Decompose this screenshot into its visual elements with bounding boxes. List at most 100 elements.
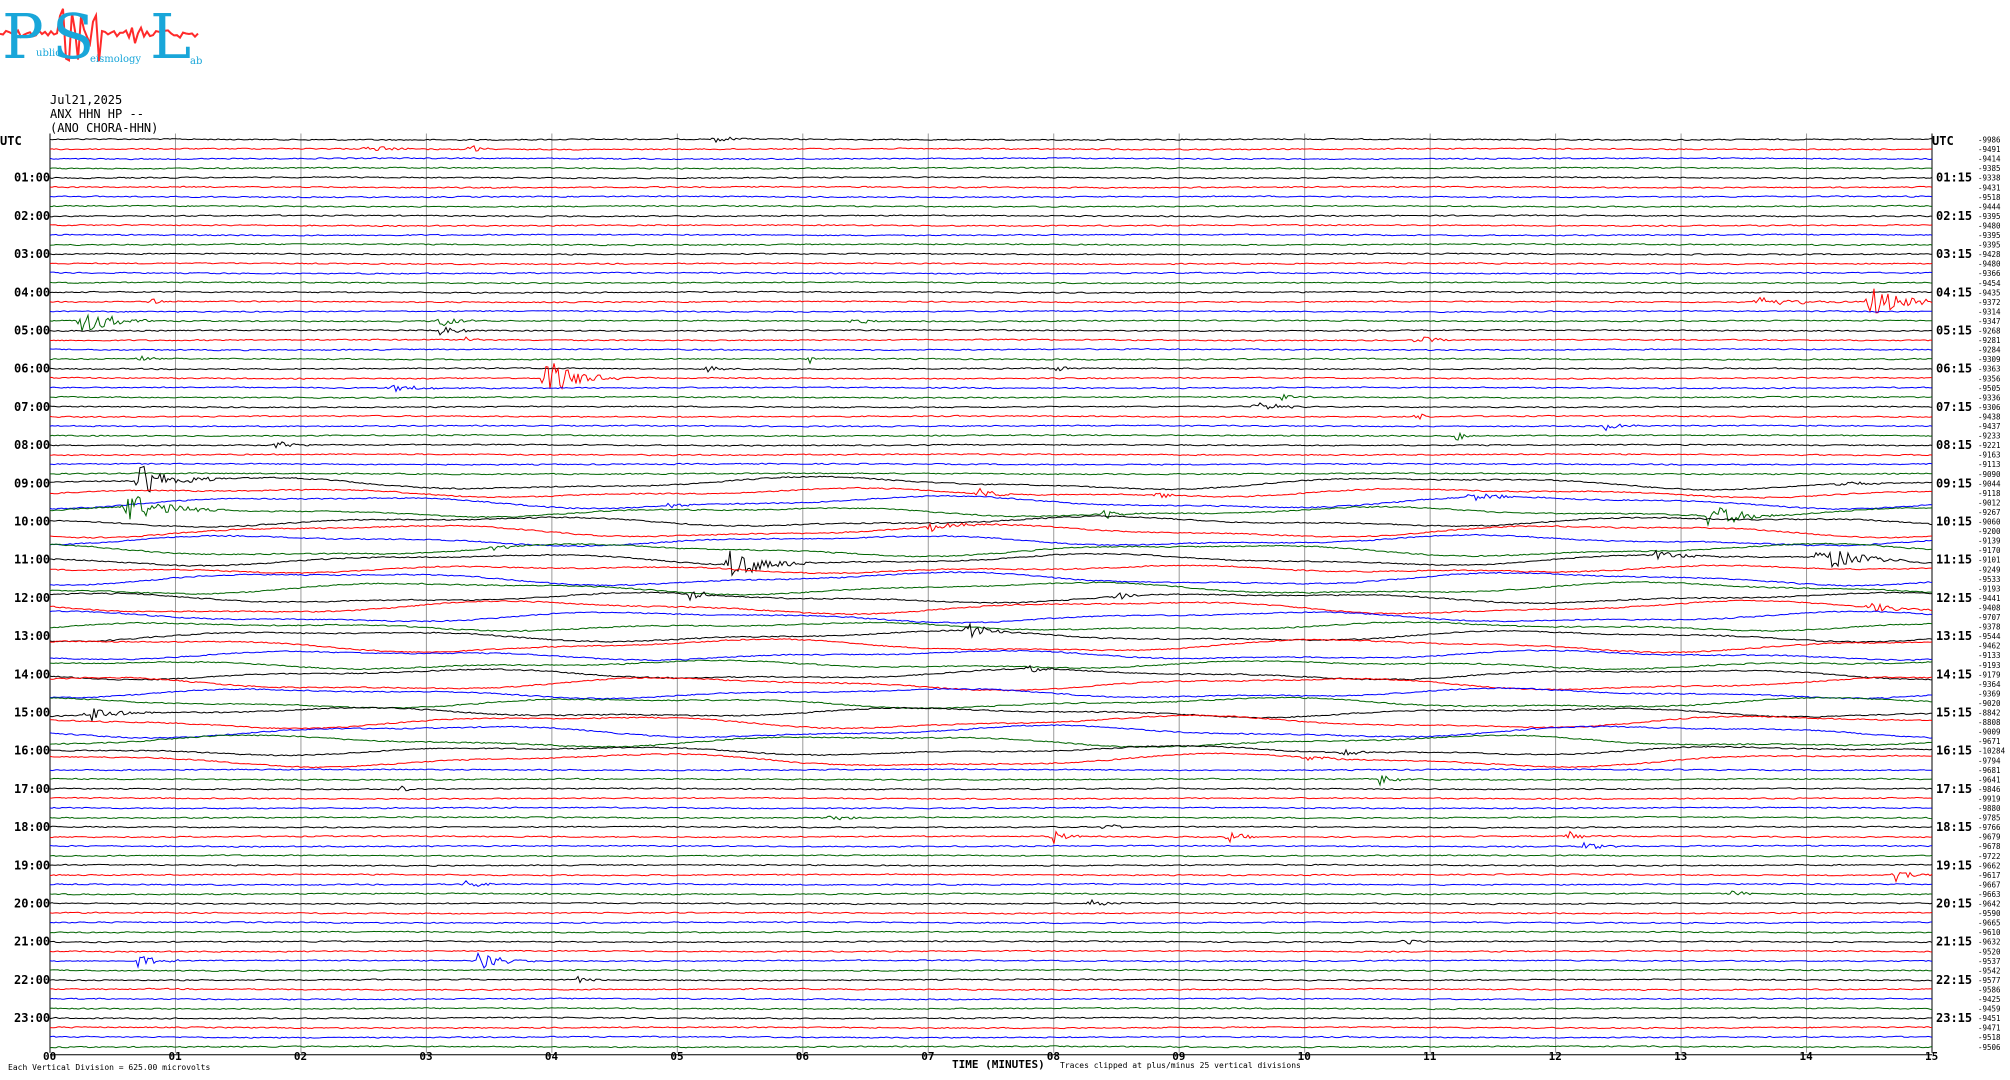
clip-note: Traces clipped at plus/minus 25 vertical… xyxy=(1060,1061,1301,1070)
line-mean-label: -9267 xyxy=(1978,508,2001,517)
hour-label-left: 06:00 xyxy=(14,362,50,376)
logo-word-seismology: eismology xyxy=(90,54,142,65)
hour-label-right: 22:15 xyxy=(1936,973,1972,987)
hour-label-left: 03:00 xyxy=(14,247,50,261)
x-tick-label: 14 xyxy=(1800,1050,1814,1063)
trace-line xyxy=(50,638,1933,654)
hour-label-right: 21:15 xyxy=(1936,935,1972,949)
hour-label-left: 01:00 xyxy=(14,171,50,185)
line-mean-label: -9193 xyxy=(1978,661,2001,670)
x-tick-label: 02 xyxy=(294,1050,307,1063)
hour-label-left: 04:00 xyxy=(14,285,50,299)
line-mean-label: -9518 xyxy=(1978,1033,2001,1042)
trace-line xyxy=(49,724,1933,739)
x-tick-label: 12 xyxy=(1549,1050,1562,1063)
trace-line xyxy=(49,744,1933,757)
trace-line xyxy=(49,898,1933,906)
hour-label-left: 20:00 xyxy=(14,897,50,911)
line-mean-label: -9431 xyxy=(1978,183,2001,192)
line-mean-label: -9662 xyxy=(1978,861,2001,870)
psl-logo: P ublic S eismology L ab xyxy=(0,0,205,75)
line-mean-label: -9356 xyxy=(1978,374,2001,383)
hour-label-left: 07:00 xyxy=(14,400,50,414)
hour-label-left: 10:00 xyxy=(14,515,50,529)
trace-line xyxy=(49,951,1933,969)
hour-label-left: 16:00 xyxy=(14,744,50,758)
logo-word-public: ublic xyxy=(36,48,61,59)
line-mean-label: -9919 xyxy=(1978,794,2001,803)
trace-line xyxy=(49,796,1933,801)
logo-word-lab: ab xyxy=(190,56,203,67)
line-mean-label: -9444 xyxy=(1978,202,2001,211)
line-mean-label: -9179 xyxy=(1978,670,2001,679)
x-tick-label: 05 xyxy=(670,1050,683,1063)
trace-line xyxy=(49,806,1932,810)
line-mean-label: -9586 xyxy=(1978,985,2001,994)
trace-line xyxy=(49,949,1933,953)
line-mean-label: -9306 xyxy=(1978,403,2001,412)
line-mean-label: -9020 xyxy=(1978,699,2001,708)
line-mean-label: -9118 xyxy=(1978,489,2001,498)
axis-labels: UTC UTC Each Vertical Division = 625.00 … xyxy=(0,134,2006,1072)
x-tick-label: 03 xyxy=(419,1050,432,1063)
hour-label-right: 08:15 xyxy=(1936,438,1972,452)
line-mean-label: -9590 xyxy=(1978,909,2001,918)
trace-line xyxy=(49,659,1933,671)
trace-line xyxy=(49,431,1933,441)
hour-label-right: 14:15 xyxy=(1936,667,1972,681)
trace-line xyxy=(49,542,1933,558)
trace-line xyxy=(49,176,1933,180)
line-mean-label: -9163 xyxy=(1978,451,2001,460)
trace-line xyxy=(49,145,1933,152)
line-mean-label: -9437 xyxy=(1978,422,2001,431)
trace-line xyxy=(49,549,1933,577)
line-mean-label: -9012 xyxy=(1978,498,2001,507)
hour-label-left: 05:00 xyxy=(14,324,50,338)
hour-label-right: 05:15 xyxy=(1936,324,1972,338)
logo-letter-l: L xyxy=(150,0,192,73)
time-grid xyxy=(49,133,1933,1056)
utc-left-label: UTC xyxy=(0,134,22,148)
trace-line xyxy=(49,441,1933,449)
trace-line xyxy=(49,166,1933,170)
line-mean-label: -9284 xyxy=(1978,346,2001,355)
trace-line xyxy=(49,890,1933,896)
line-mean-label: -9451 xyxy=(1978,1014,2001,1023)
line-mean-label: -9542 xyxy=(1978,966,2001,975)
trace-line xyxy=(50,472,1933,476)
trace-line xyxy=(49,1035,1933,1039)
line-mean-label: -9794 xyxy=(1978,756,2001,765)
line-mean-label: -9395 xyxy=(1978,241,2001,250)
trace-lines xyxy=(49,136,1933,1049)
trace-line xyxy=(49,1006,1933,1011)
hour-label-left: 08:00 xyxy=(14,438,50,452)
trace-line xyxy=(49,687,1932,700)
trace-line xyxy=(49,157,1933,161)
line-mean-label: -9113 xyxy=(1978,460,2001,469)
line-mean-label: -9441 xyxy=(1978,594,2001,603)
line-mean-label: -9462 xyxy=(1978,642,2001,651)
line-mean-label: -9663 xyxy=(1978,890,2001,899)
x-tick-label: 06 xyxy=(796,1050,810,1063)
trace-line xyxy=(49,309,1932,313)
trace-line xyxy=(49,622,1933,643)
line-mean-label: -9133 xyxy=(1978,651,2001,660)
line-mean-label: -9363 xyxy=(1978,365,2001,374)
trace-line xyxy=(49,261,1933,266)
trace-line xyxy=(49,664,1933,681)
trace-line xyxy=(49,393,1933,402)
line-mean-label: -9480 xyxy=(1978,260,2001,269)
trace-line xyxy=(49,493,1933,510)
x-tick-label: 08 xyxy=(1047,1050,1060,1063)
trace-line xyxy=(49,581,1932,596)
trace-line xyxy=(49,355,1933,365)
line-mean-label: -9880 xyxy=(1978,804,2001,813)
trace-line xyxy=(49,423,1933,432)
trace-line xyxy=(49,486,1933,499)
trace-line xyxy=(49,591,1933,605)
trace-line xyxy=(49,571,1933,587)
line-mean-label: -9537 xyxy=(1978,957,2001,966)
trace-line xyxy=(49,968,1933,973)
line-mean-label: -9395 xyxy=(1978,231,2001,240)
trace-line xyxy=(49,402,1933,410)
